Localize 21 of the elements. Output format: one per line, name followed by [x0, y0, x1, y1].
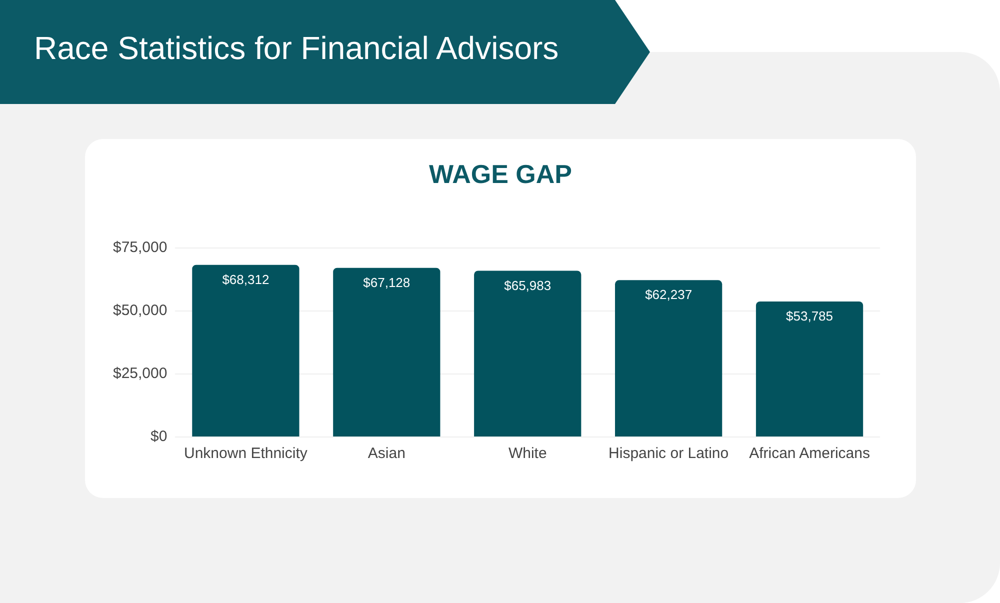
bar [615, 280, 722, 436]
x-tick-label: Hispanic or Latino [608, 445, 729, 462]
chart-subtitle: WAGE GAP [428, 159, 573, 190]
x-tick-label: Asian [368, 445, 406, 462]
x-tick-label: White [508, 445, 547, 462]
y-tick-label: $50,000 [112, 302, 168, 320]
data-label: $65,983 [504, 278, 552, 293]
data-label: $62,237 [645, 287, 692, 302]
bar [474, 270, 582, 436]
bar [192, 264, 300, 436]
x-tick-label: Unknown Ethnicity [184, 445, 308, 462]
chart-title: Race Statistics for Financial Advisors [34, 30, 559, 67]
data-label: $53,785 [786, 308, 834, 324]
y-tick-label: $75,000 [112, 239, 168, 256]
x-tick-label: African Americans [749, 445, 870, 462]
y-tick-label: $25,000 [112, 365, 168, 382]
bar [333, 268, 440, 436]
y-tick-label: $0 [150, 428, 168, 446]
data-label: $67,128 [363, 274, 410, 290]
bar [756, 301, 864, 436]
data-label: $68,312 [222, 272, 270, 287]
